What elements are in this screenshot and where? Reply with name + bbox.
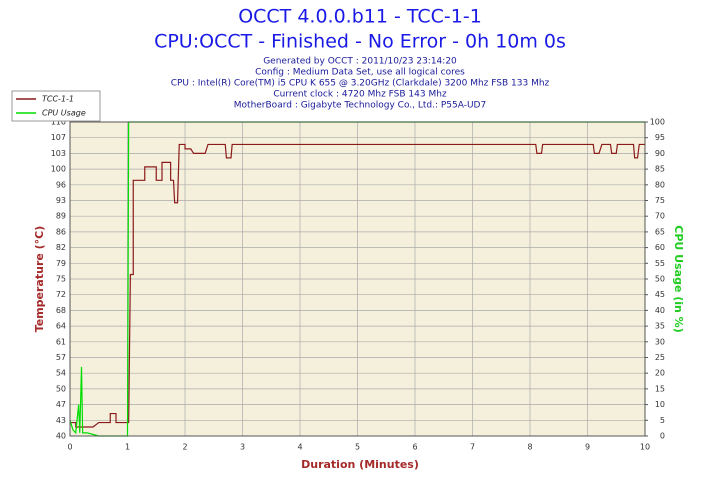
legend-label: TCC-1-1: [42, 95, 74, 104]
y2-axis-label: CPU Usage (in %): [672, 225, 685, 332]
y2-tick-label: 80: [655, 180, 665, 189]
y-tick-label: 47: [56, 400, 66, 409]
y2-tick-label: 70: [655, 212, 665, 221]
y-tick-label: 82: [56, 243, 66, 252]
x-tick-label: 7: [470, 443, 475, 452]
y2-tick-label: 100: [650, 118, 665, 127]
y-tick-label: 103: [51, 149, 66, 158]
y-axis-label: Temperature (°C): [33, 226, 46, 333]
legend-label: CPU Usage: [42, 109, 86, 118]
series-line: [69, 121, 645, 437]
y2-tick-label: 35: [655, 322, 665, 331]
y-tick-label: 75: [56, 275, 66, 284]
y2-tick-label: 0: [660, 432, 665, 441]
y-tick-label: 57: [56, 353, 66, 362]
y2-tick-label: 10: [655, 400, 665, 409]
y2-tick-label: 25: [655, 353, 665, 362]
y2-tick-label: 90: [655, 149, 665, 158]
info-line: Current clock : 4720 Mhz FSB 143 Mhz: [273, 90, 447, 100]
y-tick-label: 107: [51, 133, 66, 142]
x-tick-label: 0: [67, 443, 72, 452]
y2-tick-label: 30: [655, 337, 665, 346]
y-tick-label: 110: [51, 118, 66, 127]
y-tick-label: 43: [56, 416, 66, 425]
info-line: Config : Medium Data Set, use all logica…: [255, 68, 465, 78]
y-tick-label: 93: [56, 196, 66, 205]
y2-tick-label: 40: [655, 306, 665, 315]
y2-tick-label: 75: [655, 196, 665, 205]
x-tick-label: 4: [297, 443, 302, 452]
info-line: MotherBoard : Gigabyte Technology Co., L…: [234, 101, 486, 111]
info-line: CPU : Intel(R) Core(TM) i5 CPU K 655 @ 3…: [171, 79, 550, 89]
chart-title: OCCT 4.0.0.b11 - TCC-1-1: [238, 6, 482, 28]
x-tick-label: 1: [125, 443, 130, 452]
tick-labels: 0 1 2 3 4 5 6 7 8 9 104043475054576164687275798286…: [51, 118, 665, 452]
x-tick-label: 10: [640, 443, 650, 452]
y-tick-label: 79: [56, 259, 66, 268]
legend-box: [11, 90, 101, 122]
y-tick-label: 40: [56, 432, 66, 441]
y-tick-label: 72: [56, 290, 66, 299]
y-tick-label: 89: [56, 212, 66, 221]
y-tick-label: 68: [56, 306, 66, 315]
x-axis-label: Duration (Minutes): [301, 458, 419, 471]
series-line: [70, 143, 645, 428]
y2-tick-label: 20: [655, 369, 665, 378]
x-tick-label: 6: [412, 443, 417, 452]
y-tick-label: 100: [51, 165, 66, 174]
info-block: Generated by OCCT : 2011/10/23 23:14:20C…: [171, 57, 550, 111]
x-tick-label: 2: [182, 443, 187, 452]
y2-tick-label: 45: [655, 290, 665, 299]
y-tick-label: 61: [56, 337, 66, 346]
y2-tick-label: 60: [655, 243, 665, 252]
y2-tick-label: 85: [655, 165, 665, 174]
y-tick-label: 86: [56, 227, 66, 236]
y2-tick-label: 15: [655, 384, 665, 393]
series-lines: [69, 121, 645, 437]
y2-tick-label: 65: [655, 227, 665, 236]
y2-tick-label: 50: [655, 275, 665, 284]
y-tick-label: 64: [56, 322, 66, 331]
y-tick-label: 54: [56, 369, 66, 378]
x-tick-label: 5: [355, 443, 360, 452]
y-tick-label: 50: [56, 384, 66, 393]
chart-subtitle: CPU:OCCT - Finished - No Error - 0h 10m …: [154, 31, 566, 53]
x-tick-label: 3: [240, 443, 245, 452]
x-tick-label: 8: [527, 443, 532, 452]
y2-tick-label: 95: [655, 133, 665, 142]
y2-tick-label: 5: [660, 416, 665, 425]
y-tick-label: 96: [56, 180, 66, 189]
legend: TCC-1-1 CPU Usage: [11, 90, 101, 122]
info-line: Generated by OCCT : 2011/10/23 23:14:20: [263, 57, 457, 67]
y2-tick-label: 55: [655, 259, 665, 268]
x-tick-label: 9: [585, 443, 590, 452]
